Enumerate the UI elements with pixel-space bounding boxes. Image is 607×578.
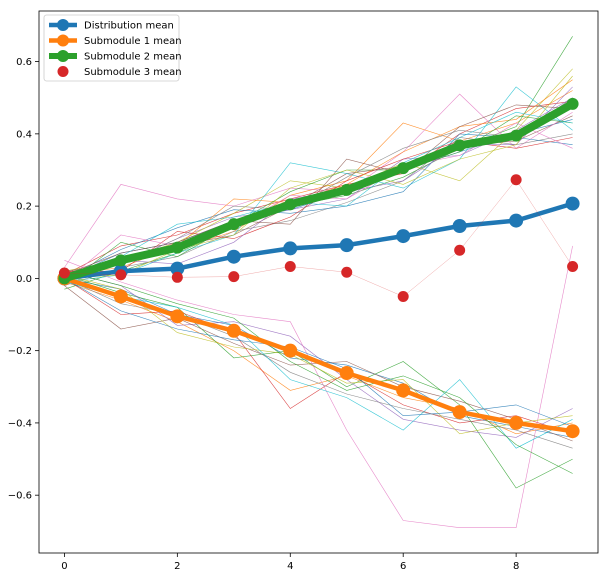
plot-frame [38,10,599,554]
series-1-line [64,201,574,281]
y-tick-label: −0.6 [8,491,32,502]
series-4-point-3 [228,271,240,283]
series-2-point-4 [283,343,298,358]
series-4-point-6 [397,290,409,302]
series-1-point-8 [509,213,524,228]
series-3-line [63,100,575,283]
series-3-point-1 [114,254,127,267]
background-trace-16 [64,104,573,276]
background-trace-30 [64,281,573,449]
series-3-point-8 [510,129,523,142]
legend-1-swatch-marker [57,19,69,31]
series-3-point-4 [284,198,297,211]
x-tick-label: 2 [174,561,180,572]
series-2-point-2 [170,309,185,324]
series-2-point-8 [509,415,524,430]
background-trace-7 [64,93,573,268]
x-tick-label: 8 [513,561,519,572]
series-4-point-4 [284,260,296,272]
series-4-point-9 [567,260,579,272]
mean-series [57,97,580,439]
series-2-point-1 [113,289,128,304]
series-4-point-8 [510,174,522,186]
series-4-point-2 [171,271,183,283]
legend-box [43,14,180,82]
background-trace-23 [64,274,573,489]
series-3-point-9 [566,97,579,110]
series-1-point-9 [565,196,580,211]
series-4-point-5 [341,266,353,278]
y-tick-label: −0.2 [8,346,32,357]
background-trace-20 [64,111,573,286]
series-3-point-5 [340,183,353,196]
y-tick-label: 0.0 [16,274,32,285]
x-tick-label: 0 [61,561,67,572]
series-3-point-2 [171,241,184,254]
legend-2-label: Submodule 1 mean [84,36,182,47]
series-2-line [63,276,573,434]
series-1-point-5 [339,238,354,253]
background-trace-28 [64,278,573,449]
series-1-point-4 [283,241,298,256]
legend-1-label: Distribution mean [84,21,174,32]
legend-2-swatch-marker [57,34,69,47]
series-2-point-5 [339,366,354,381]
legend-3-swatch-marker [57,50,69,62]
legend: Distribution mean Submodule 1 mean Submodu… [43,14,182,82]
background-trace-27 [64,245,573,528]
background-trace-25 [64,270,573,438]
legend-3-label: Submodule 2 mean [84,52,182,63]
series-1-point-7 [452,218,467,233]
series-1-point-2 [170,261,185,276]
series-3-point-3 [227,218,240,231]
background-trace-9 [64,68,573,272]
background-trace-19 [64,75,573,279]
x-axis: 0 2 4 6 8 [61,553,519,572]
series-4-point-0 [58,267,70,279]
x-tick-label: 6 [400,561,406,572]
series-3-point-7 [453,139,466,152]
background-trace-32 [64,270,573,474]
series-2-point-3 [226,323,241,338]
legend-4-label: Submodule 3 mean [84,67,182,78]
series-2-point-9 [565,424,580,439]
background-trace-11 [64,133,573,279]
y-tick-label: 0.6 [16,57,32,68]
series-2-point-6 [396,383,411,398]
background-trace-15 [64,86,573,279]
series-1-point-3 [226,249,241,264]
series-4-thin-line [64,179,573,297]
series-1-point-6 [396,229,411,244]
series-2-point-7 [452,405,467,420]
series-4-point-7 [454,244,466,256]
background-trace-31 [64,278,573,427]
series-3-point-6 [397,162,410,175]
y-axis: −0.6 −0.4 −0.2 0.0 0.2 0.4 0.6 [8,57,39,502]
y-tick-label: 0.4 [16,129,32,140]
legend-4-swatch-marker [57,66,69,77]
background-trace-29 [64,274,573,435]
x-tick-label: 4 [287,561,293,572]
y-tick-label: 0.2 [16,202,32,213]
y-tick-label: −0.4 [8,418,32,429]
background-traces [64,36,573,528]
series-4-point-1 [115,269,127,281]
